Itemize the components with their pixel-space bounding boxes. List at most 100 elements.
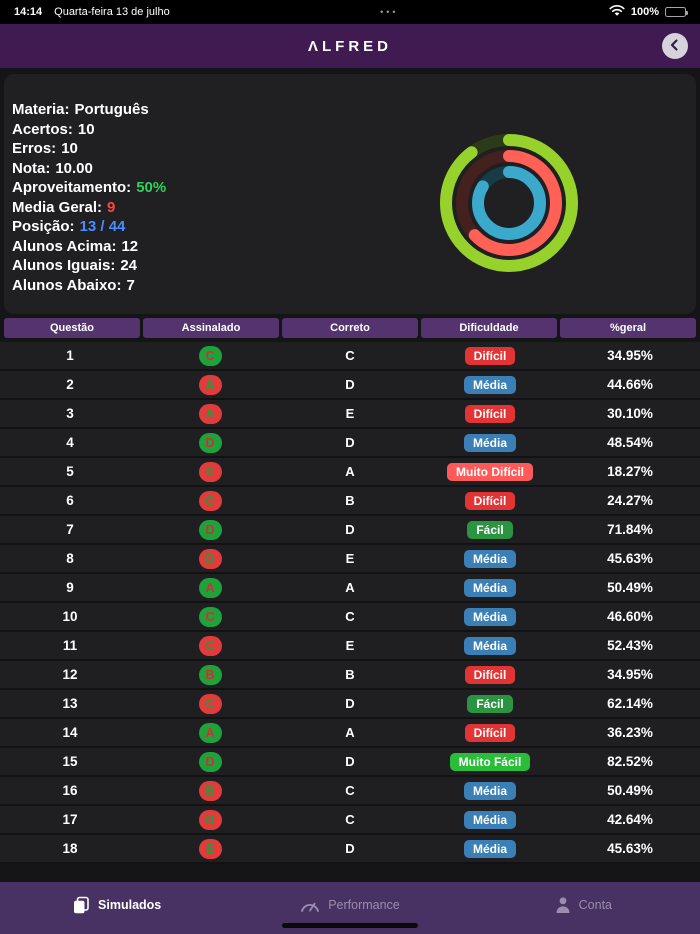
question-number: 2 (66, 377, 74, 392)
question-number: 14 (62, 725, 78, 740)
correct-answer: E (345, 638, 355, 653)
general-percentage: 50.49% (607, 580, 653, 595)
general-percentage: 34.95% (607, 348, 653, 363)
stat-line: Alunos Iguais: 24 (12, 256, 684, 276)
answer-badge: B (198, 780, 222, 801)
difficulty-badge: Média (463, 375, 516, 394)
questions-table: Questão Assinalado Correto Dificuldade %gera… (0, 318, 700, 864)
table-header-row: Questão Assinalado Correto Dificuldade %gera… (4, 318, 696, 338)
answer-badge: C (198, 345, 222, 366)
question-number: 17 (62, 812, 78, 827)
difficulty-badge: Média (463, 810, 516, 829)
question-number: 13 (62, 696, 78, 711)
correct-answer: D (345, 435, 355, 450)
difficulty-cell: Média (420, 781, 560, 800)
question-number: 10 (62, 609, 78, 624)
answer-badge: A (198, 374, 222, 395)
correct-answer: A (345, 725, 355, 740)
difficulty-cell: Média (420, 810, 560, 829)
activity-rings-chart (434, 128, 584, 278)
back-arrow-icon (668, 38, 682, 55)
difficulty-cell: Média (420, 839, 560, 858)
back-button[interactable] (662, 33, 688, 59)
answer-badge: D (198, 548, 222, 569)
table-row: 9 A A Média 50.49% (0, 574, 700, 603)
difficulty-cell: Difícil (420, 346, 560, 365)
difficulty-badge: Difícil (464, 404, 516, 423)
stat-value: Português (74, 101, 149, 118)
question-number: 8 (66, 551, 74, 566)
app-header: ΛLFRED (0, 24, 700, 68)
column-header: Questão (4, 318, 140, 338)
table-row: 18 E D Média 45.63% (0, 835, 700, 864)
answer-badge: A (198, 722, 222, 743)
stat-value: 13 / 44 (79, 218, 126, 235)
difficulty-cell: Difícil (420, 723, 560, 742)
answer-badge: E (198, 838, 222, 859)
general-percentage: 46.60% (607, 609, 653, 624)
correct-answer: C (345, 348, 355, 363)
table-row: 4 D D Média 48.54% (0, 429, 700, 458)
difficulty-cell: Média (420, 607, 560, 626)
table-row: 6 C B Difícil 24.27% (0, 487, 700, 516)
status-center-dots: ••• (380, 7, 399, 17)
stat-label: Aproveitamento: (12, 179, 132, 196)
tab-label: Simulados (98, 898, 162, 912)
question-number: 18 (62, 841, 78, 856)
difficulty-cell: Fácil (420, 694, 560, 713)
difficulty-cell: Média (420, 549, 560, 568)
question-number: 5 (66, 464, 74, 479)
status-left: 14:14 Quarta-feira 13 de julho (14, 6, 170, 18)
correct-answer: D (345, 696, 355, 711)
difficulty-cell: Média (420, 578, 560, 597)
difficulty-cell: Difícil (420, 404, 560, 423)
stat-line: Posição: 13 / 44 (12, 217, 684, 237)
answer-badge: C (198, 490, 222, 511)
stat-line: Erros: 10 (12, 139, 684, 159)
wifi-icon (609, 4, 625, 20)
app-title: ΛLFRED (308, 37, 392, 55)
answer-cell: A (140, 403, 280, 424)
table-row: 15 D D Muito Fácil 82.52% (0, 748, 700, 777)
clock: 14:14 (14, 6, 43, 18)
general-percentage: 45.63% (607, 551, 653, 566)
stat-value: 10 (77, 120, 95, 138)
answer-badge: D (198, 519, 222, 540)
copy-icon (72, 896, 90, 914)
result-summary-card: Materia: Português Acertos: 10 Erros: 10 Nota:… (4, 74, 696, 314)
answer-cell: C (140, 345, 280, 366)
difficulty-badge: Difícil (464, 491, 516, 510)
answer-badge: C (198, 606, 222, 627)
table-row: 2 A D Média 44.66% (0, 371, 700, 400)
answer-cell: C (140, 490, 280, 511)
tab-performance[interactable]: Performance (233, 898, 466, 919)
home-indicator[interactable] (282, 923, 418, 928)
difficulty-badge: Fácil (467, 520, 513, 539)
stat-label: Alunos Iguais: (12, 257, 116, 274)
table-row: 13 C D Fácil 62.14% (0, 690, 700, 719)
general-percentage: 62.14% (607, 696, 653, 711)
status-date: Quarta-feira 13 de julho (54, 6, 170, 18)
tab-simulados[interactable]: Simulados (0, 896, 233, 920)
stat-value: 10 (61, 140, 78, 157)
column-header: Assinalado (143, 318, 279, 338)
answer-cell: B (140, 780, 280, 801)
answer-badge: B (198, 809, 222, 830)
tab-conta[interactable]: Conta (467, 896, 700, 920)
difficulty-cell: Média (420, 636, 560, 655)
answer-badge: A (198, 403, 222, 424)
question-number: 9 (66, 580, 74, 595)
person-icon (555, 896, 571, 914)
question-number: 4 (66, 435, 74, 450)
correct-answer: C (345, 783, 355, 798)
general-percentage: 45.63% (607, 841, 653, 856)
general-percentage: 36.23% (607, 725, 653, 740)
stat-value: 50% (136, 179, 167, 196)
general-percentage: 34.95% (607, 667, 653, 682)
table-row: 5 E A Muito Difícil 18.27% (0, 458, 700, 487)
stat-value: 24 (120, 257, 138, 274)
stat-label: Posição: (12, 218, 75, 235)
difficulty-badge: Média (463, 781, 516, 800)
content-scroll[interactable]: Materia: Português Acertos: 10 Erros: 10 Nota:… (0, 68, 700, 882)
question-number: 7 (66, 522, 74, 537)
